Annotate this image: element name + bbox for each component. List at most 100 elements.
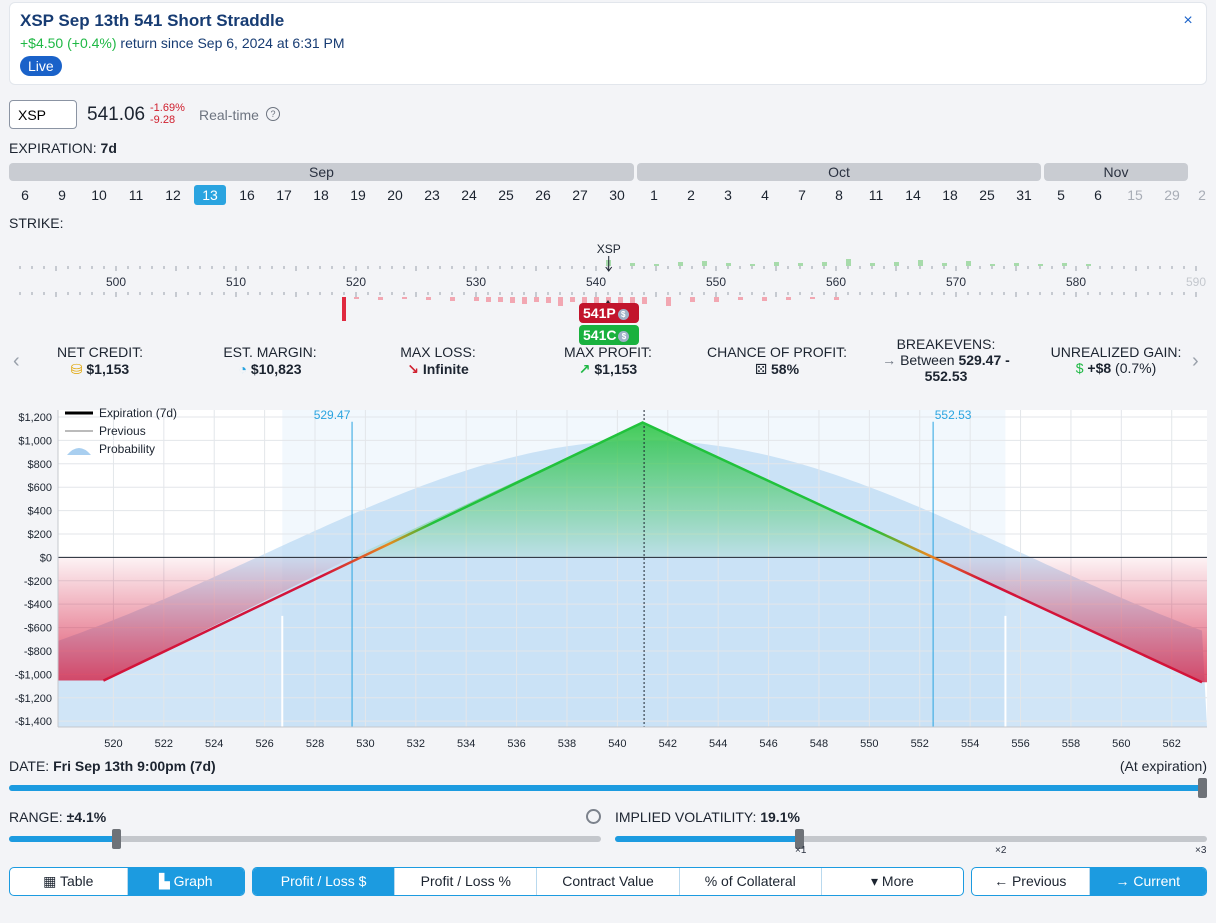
- put-oi-bar: [570, 297, 575, 302]
- put-oi-bar: [450, 297, 455, 301]
- range-label: RANGE: ±4.1%: [9, 809, 107, 825]
- expiration-day[interactable]: 2: [1198, 187, 1206, 203]
- current-button[interactable]: → Current: [1089, 868, 1206, 895]
- expiration-day[interactable]: 26: [535, 187, 551, 203]
- stats-next-arrow[interactable]: ›: [1192, 350, 1199, 372]
- expiration-day[interactable]: 3: [724, 187, 732, 203]
- expiration-day[interactable]: 9: [58, 187, 66, 203]
- expiration-day[interactable]: 6: [1094, 187, 1102, 203]
- table-icon: ▦: [43, 873, 57, 889]
- expiration-day[interactable]: 7: [798, 187, 806, 203]
- put-oi-bar: [402, 297, 407, 299]
- close-icon[interactable]: ×: [1183, 12, 1193, 29]
- put-oi-bar: [354, 297, 359, 299]
- expiration-day[interactable]: 23: [424, 187, 440, 203]
- expiration-day[interactable]: 17: [276, 187, 292, 203]
- more-button[interactable]: ▾ More: [871, 873, 914, 889]
- date-slider-thumb[interactable]: [1198, 778, 1207, 798]
- put-oi-bar: [342, 297, 346, 321]
- call-leg-tag[interactable]: 541C $: [579, 325, 639, 345]
- profit-loss-percent-button[interactable]: Profit / Loss %: [395, 868, 538, 895]
- strike-label: STRIKE:: [9, 215, 64, 231]
- put-oi-bar: [666, 297, 671, 306]
- iv-slider-track[interactable]: [615, 836, 1207, 842]
- expiration-day[interactable]: 14: [905, 187, 921, 203]
- expiration-day[interactable]: 20: [387, 187, 403, 203]
- profit-loss-chart[interactable]: 529.47 552.53 $1,200 $1,000 $800 $600 $400 $200…: [9, 405, 1207, 755]
- call-oi-bar: [966, 261, 971, 266]
- right-arrow-icon: →: [882, 352, 897, 368]
- put-leg-tag[interactable]: 541P $: [579, 303, 639, 323]
- x-tick-label: 534: [457, 738, 475, 750]
- money-bag-icon: $: [1075, 360, 1084, 376]
- live-badge: Live: [20, 56, 62, 76]
- previous-button[interactable]: ← Previous: [972, 868, 1090, 895]
- put-oi-bar: [594, 297, 599, 306]
- put-oi-bar: [498, 297, 503, 302]
- put-oi-bar: [510, 297, 515, 303]
- expiration-day[interactable]: 11: [868, 187, 884, 203]
- expiration-day[interactable]: 11: [128, 187, 144, 203]
- quote-price: 541.06: [87, 104, 146, 125]
- put-oi-bar: [558, 297, 563, 306]
- expiration-day[interactable]: 24: [461, 187, 477, 203]
- expiration-day[interactable]: 1: [650, 187, 658, 203]
- put-oi-bar: [642, 297, 647, 304]
- help-icon[interactable]: ?: [266, 107, 280, 121]
- profit-loss-dollar-button[interactable]: Profit / Loss $: [253, 868, 396, 895]
- stat-breakevens: BREAKEVENS: → Between 529.47 - 552.53: [882, 336, 1010, 384]
- expiration-day[interactable]: 8: [835, 187, 843, 203]
- graph-view-button[interactable]: ▙ Graph: [127, 868, 244, 895]
- table-view-button[interactable]: ▦ Table: [10, 868, 128, 895]
- call-oi-bar: [894, 262, 899, 266]
- expiration-day[interactable]: 18: [313, 187, 329, 203]
- expiration-label: EXPIRATION: 7d: [9, 140, 117, 156]
- range-slider-track[interactable]: [9, 836, 601, 842]
- expiration-day[interactable]: 12: [165, 187, 181, 203]
- expiration-day[interactable]: 5: [1057, 187, 1065, 203]
- call-oi-bar: [918, 260, 923, 266]
- range-slider-thumb[interactable]: [111, 829, 121, 849]
- range-value: ±4.1%: [66, 809, 107, 825]
- call-oi-bar: [1014, 263, 1019, 266]
- expiration-day[interactable]: 16: [239, 187, 255, 203]
- expiration-day[interactable]: 10: [91, 187, 107, 203]
- dice-icon: ⚄: [754, 361, 768, 377]
- legend-label: Previous: [99, 424, 146, 438]
- symbol-input[interactable]: [9, 100, 77, 129]
- contract-value-button[interactable]: Contract Value: [537, 868, 680, 895]
- strike-ladder[interactable]: 500 510 520 530 540 550 560 570 580 590 XSP: [9, 240, 1207, 330]
- expiration-day[interactable]: 2: [687, 187, 695, 203]
- y-tick-label: -$1,400: [15, 716, 52, 728]
- call-oi-bar: [870, 263, 875, 266]
- percent-collateral-button[interactable]: % of Collateral: [680, 868, 822, 895]
- expiration-day[interactable]: 31: [1016, 187, 1032, 203]
- expiration-day[interactable]: 4: [761, 187, 769, 203]
- x-tick-label: 524: [205, 738, 223, 750]
- expiration-day[interactable]: 6: [21, 187, 29, 203]
- date-slider-track[interactable]: [9, 785, 1207, 791]
- pie-icon: ◔: [238, 361, 247, 377]
- call-oi-bar: [726, 263, 731, 266]
- put-oi-bar: [810, 297, 815, 299]
- expiration-day[interactable]: 29: [1164, 187, 1180, 203]
- strategy-header: XSP Sep 13th 541 Short Straddle +$4.50 (…: [9, 2, 1207, 85]
- expiration-day[interactable]: 27: [572, 187, 588, 203]
- y-tick-label: $400: [28, 506, 52, 518]
- iv-slider-thumb[interactable]: [794, 829, 804, 849]
- stats-prev-arrow[interactable]: ‹: [13, 350, 20, 372]
- y-tick-label: -$1,200: [15, 693, 52, 705]
- range-slider-fill: [9, 836, 116, 842]
- expiration-day[interactable]: 13: [194, 185, 226, 205]
- y-tick-label: $1,200: [18, 412, 52, 424]
- x-tick-label: 556: [1011, 738, 1029, 750]
- expiration-day[interactable]: 25: [498, 187, 514, 203]
- expiration-day[interactable]: 25: [979, 187, 995, 203]
- stat-chance-of-profit: CHANCE OF PROFIT: ⚄ 58%: [706, 344, 847, 377]
- expiration-day[interactable]: 19: [350, 187, 366, 203]
- target-icon[interactable]: [586, 809, 601, 824]
- call-oi-bar: [774, 262, 779, 266]
- expiration-day[interactable]: 15: [1127, 187, 1143, 203]
- expiration-day[interactable]: 30: [609, 187, 625, 203]
- expiration-day[interactable]: 18: [942, 187, 958, 203]
